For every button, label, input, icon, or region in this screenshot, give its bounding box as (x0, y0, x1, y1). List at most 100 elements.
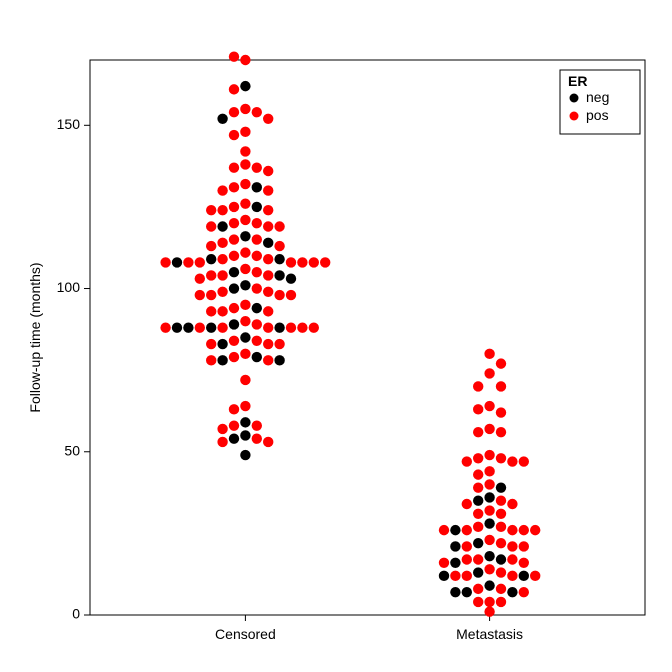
data-point (274, 290, 284, 300)
data-point (172, 257, 182, 267)
data-point (309, 257, 319, 267)
data-point (462, 499, 472, 509)
data-point (473, 538, 483, 548)
data-point (229, 163, 239, 173)
data-point (263, 323, 273, 333)
data-point (240, 450, 250, 460)
data-point (519, 541, 529, 551)
data-point (507, 525, 517, 535)
data-point (439, 558, 449, 568)
data-point (439, 571, 449, 581)
data-point (252, 107, 262, 117)
data-point (206, 339, 216, 349)
data-point (484, 368, 494, 378)
legend-label: neg (586, 89, 609, 105)
data-point (252, 319, 262, 329)
y-tick-label: 0 (72, 606, 80, 622)
data-point (240, 104, 250, 114)
data-point (462, 554, 472, 564)
data-point (484, 607, 494, 617)
data-point (252, 218, 262, 228)
data-point (274, 254, 284, 264)
data-point (530, 525, 540, 535)
data-point (507, 571, 517, 581)
data-point (252, 420, 262, 430)
data-point (496, 538, 506, 548)
data-point (195, 323, 205, 333)
data-point (252, 303, 262, 313)
data-point (462, 525, 472, 535)
plot-area (90, 60, 645, 615)
data-point (252, 234, 262, 244)
data-point (496, 482, 506, 492)
data-point (450, 525, 460, 535)
data-point (473, 427, 483, 437)
data-point (286, 323, 296, 333)
data-point (229, 130, 239, 140)
data-point (229, 234, 239, 244)
legend-label: pos (586, 107, 609, 123)
data-point (286, 257, 296, 267)
data-point (229, 107, 239, 117)
data-point (240, 280, 250, 290)
data-point (229, 267, 239, 277)
data-point (217, 221, 227, 231)
data-point (473, 469, 483, 479)
data-point (450, 541, 460, 551)
data-point (206, 306, 216, 316)
data-point (252, 336, 262, 346)
data-point (484, 505, 494, 515)
data-point (473, 482, 483, 492)
data-point (496, 509, 506, 519)
data-point (195, 274, 205, 284)
data-point (183, 257, 193, 267)
data-point (274, 270, 284, 280)
data-point (195, 290, 205, 300)
data-point (263, 437, 273, 447)
data-point (217, 424, 227, 434)
data-point (240, 332, 250, 342)
data-point (496, 597, 506, 607)
data-point (217, 323, 227, 333)
data-point (206, 221, 216, 231)
data-point (252, 163, 262, 173)
data-point (229, 420, 239, 430)
data-point (519, 558, 529, 568)
data-point (484, 401, 494, 411)
data-point (240, 55, 250, 65)
data-point (240, 401, 250, 411)
data-point (263, 287, 273, 297)
data-point (206, 270, 216, 280)
data-point (450, 571, 460, 581)
data-point (206, 254, 216, 264)
data-point (206, 241, 216, 251)
data-point (484, 349, 494, 359)
data-point (286, 274, 296, 284)
data-point (320, 257, 330, 267)
data-point (530, 571, 540, 581)
data-point (519, 587, 529, 597)
data-point (473, 584, 483, 594)
data-point (206, 205, 216, 215)
data-point (240, 264, 250, 274)
data-point (229, 218, 239, 228)
data-point (263, 221, 273, 231)
data-point (217, 355, 227, 365)
data-point (206, 323, 216, 333)
data-point (229, 283, 239, 293)
data-point (507, 541, 517, 551)
data-point (473, 554, 483, 564)
data-point (496, 358, 506, 368)
data-point (507, 499, 517, 509)
data-point (462, 456, 472, 466)
data-point (263, 114, 273, 124)
data-point (240, 81, 250, 91)
data-point (263, 339, 273, 349)
data-point (450, 558, 460, 568)
data-point (496, 554, 506, 564)
data-point (484, 551, 494, 561)
legend-swatch (570, 112, 579, 121)
data-point (240, 127, 250, 137)
data-point (160, 323, 170, 333)
data-point (274, 221, 284, 231)
